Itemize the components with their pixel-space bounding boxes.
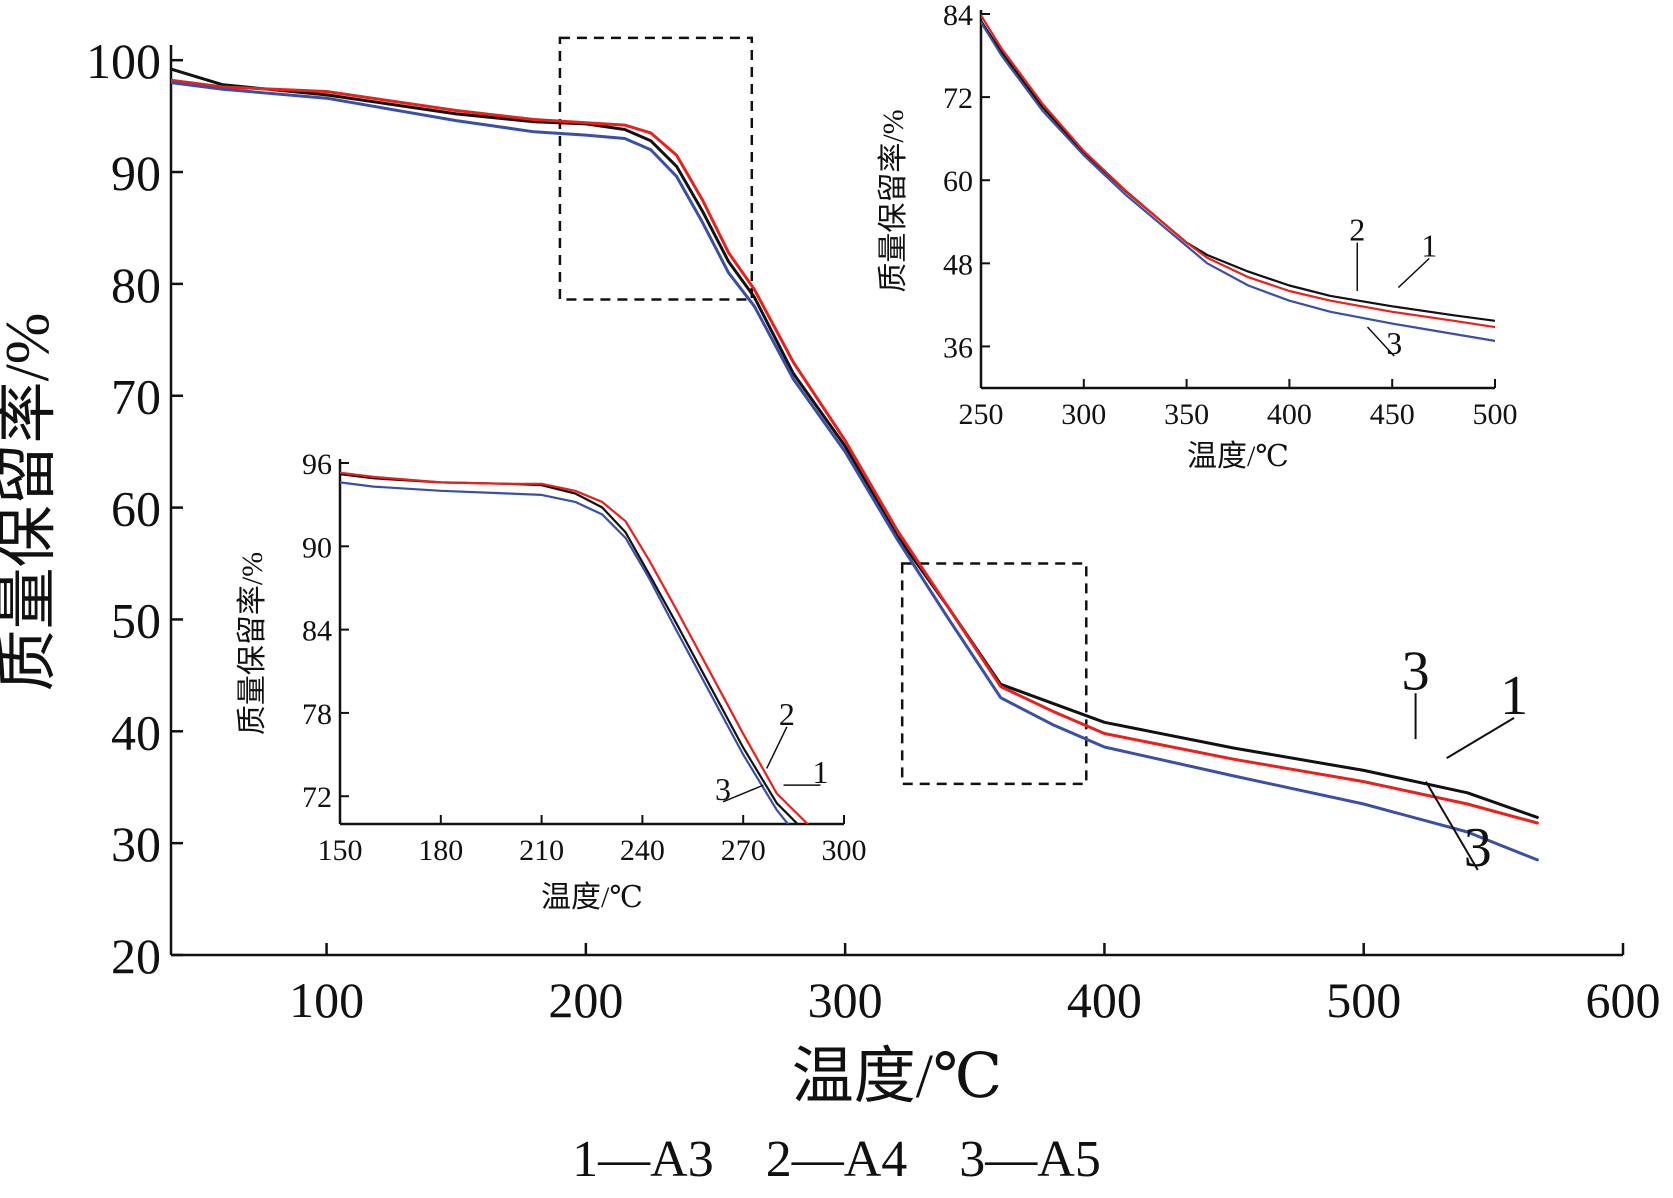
x-axis-label: 温度/℃ bbox=[792, 1043, 1003, 1111]
inset-chart-250-500: 250 300 350 400 450 500 36 48 60 72 84 温度/℃ 质量保留率/% 2… bbox=[877, 0, 1518, 473]
y-tick-label: 60 bbox=[111, 481, 161, 537]
y-tick-label: 30 bbox=[111, 816, 161, 872]
y-tick-label: 50 bbox=[111, 592, 161, 648]
legend-caption: 1—A3 2—A4 3—A5 bbox=[572, 1131, 1101, 1188]
y-tick-label: 70 bbox=[111, 369, 161, 425]
y-axis-label: 质量保留率/% bbox=[0, 313, 62, 692]
x-tick-label: 200 bbox=[548, 972, 623, 1028]
y-tick-label: 36 bbox=[943, 331, 973, 364]
annotation-label: 1 bbox=[812, 754, 828, 790]
x-tick-label: 400 bbox=[1067, 972, 1142, 1028]
series-line-3 bbox=[171, 81, 1539, 862]
y-tick-label: 72 bbox=[302, 781, 332, 814]
y-tick-label: 84 bbox=[302, 615, 332, 648]
series-group bbox=[340, 471, 810, 824]
series-line-2 bbox=[981, 14, 1495, 329]
x-tick-label: 270 bbox=[721, 834, 766, 867]
series-line-3 bbox=[981, 21, 1495, 342]
x-axis-label: 温度/℃ bbox=[541, 881, 643, 914]
annotation-label: 3 bbox=[715, 771, 731, 807]
y-tick-label: 90 bbox=[302, 531, 332, 564]
zoom-box-2 bbox=[900, 562, 1088, 786]
annotation-leader bbox=[1397, 257, 1430, 289]
x-tick-label: 150 bbox=[318, 834, 363, 867]
annotation-leader bbox=[1446, 717, 1515, 759]
annotation-leader bbox=[722, 784, 764, 803]
y-tick-label: 20 bbox=[111, 928, 161, 984]
inset-chart-150-300: 150 180 210 240 270 300 72 78 84 90 96 温度/℃ 质量保留率/% 2… bbox=[236, 448, 867, 914]
x-tick-label: 300 bbox=[1061, 398, 1106, 431]
x-tick-label: 300 bbox=[822, 834, 867, 867]
series-line-1 bbox=[171, 67, 1539, 819]
annotation-label: 1 bbox=[1421, 227, 1437, 263]
y-tick-label: 40 bbox=[111, 704, 161, 760]
y-tick-label: 48 bbox=[943, 248, 973, 281]
y-axis-label: 质量保留率/% bbox=[877, 109, 910, 292]
x-tick-label: 500 bbox=[1326, 972, 1401, 1028]
annotation-leader bbox=[1425, 781, 1479, 871]
series-line-3 bbox=[340, 481, 790, 824]
series-group bbox=[171, 67, 1539, 862]
x-tick-label: 400 bbox=[1267, 398, 1312, 431]
x-tick-label: 600 bbox=[1586, 972, 1661, 1028]
series-line-2 bbox=[171, 78, 1539, 825]
y-tick-label: 100 bbox=[86, 33, 161, 89]
series-line-2 bbox=[340, 471, 810, 824]
y-tick-label: 96 bbox=[302, 448, 332, 481]
annotation-label: 3 bbox=[1402, 640, 1430, 702]
x-tick-label: 300 bbox=[808, 972, 883, 1028]
x-tick-label: 450 bbox=[1370, 398, 1415, 431]
series-line-1 bbox=[340, 473, 800, 824]
x-tick-label: 100 bbox=[289, 972, 364, 1028]
x-tick-label: 350 bbox=[1164, 398, 1209, 431]
annotation-label: 3 bbox=[1386, 325, 1402, 361]
y-axis-label: 质量保留率/% bbox=[236, 552, 269, 735]
x-tick-label: 210 bbox=[519, 834, 564, 867]
main-chart: 100 200 300 400 500 600 20 30 40 50 60 70 80 90 100 温度/… bbox=[0, 33, 1661, 1111]
x-tick-label: 180 bbox=[418, 834, 463, 867]
annotation-leader bbox=[766, 726, 788, 769]
y-tick-label: 84 bbox=[943, 0, 973, 32]
y-tick-label: 72 bbox=[943, 82, 973, 115]
annotation-label: 2 bbox=[779, 696, 795, 732]
x-axis-label: 温度/℃ bbox=[1187, 440, 1289, 473]
annotation-label: 2 bbox=[1349, 212, 1365, 248]
y-tick-label: 60 bbox=[943, 165, 973, 198]
series-group bbox=[981, 14, 1495, 342]
annotation-label: 1 bbox=[1500, 665, 1528, 727]
x-tick-label: 240 bbox=[620, 834, 665, 867]
x-tick-label: 500 bbox=[1473, 398, 1518, 431]
series-line-1 bbox=[981, 19, 1495, 322]
y-tick-label: 80 bbox=[111, 257, 161, 313]
y-tick-label: 90 bbox=[111, 145, 161, 201]
x-tick-label: 250 bbox=[959, 398, 1004, 431]
annotation-leader bbox=[1366, 326, 1395, 357]
y-tick-label: 78 bbox=[302, 698, 332, 731]
zoom-box-1 bbox=[558, 36, 754, 301]
annotation-label: 3 bbox=[1464, 817, 1492, 879]
